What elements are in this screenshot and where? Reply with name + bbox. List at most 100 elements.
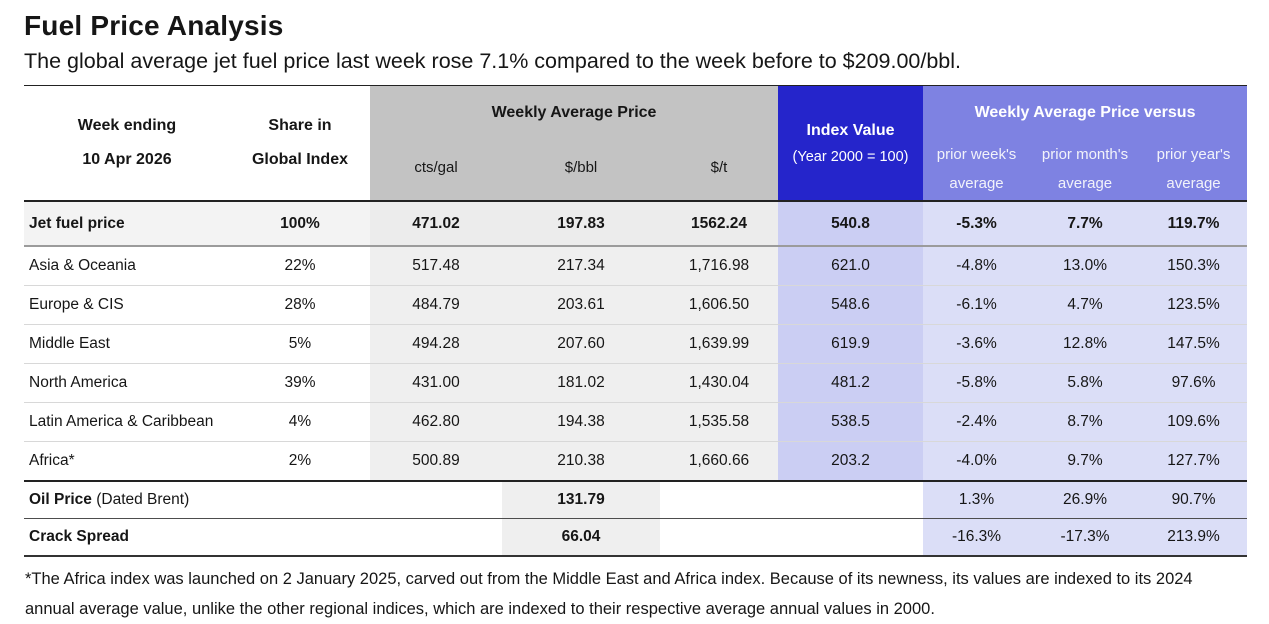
cell-index-value: 619.9 [778, 324, 924, 364]
cell-dollar-bbl: 207.60 [502, 324, 660, 364]
cell-cts-gal: 484.79 [370, 285, 502, 325]
page-subtitle: The global average jet fuel price last w… [24, 49, 962, 73]
table-row-africa: Africa* 2% 500.89 210.38 1,660.66 203.2 … [24, 441, 1248, 481]
cell-dollar-t: 1,716.98 [660, 246, 779, 286]
header-prior-week: prior week's average [923, 139, 1031, 202]
africa-index-footnote: *The Africa index was launched on 2 Janu… [25, 570, 1193, 619]
cell-vs-week: -4.0% [923, 441, 1031, 481]
header-week-ending-line2: 10 Apr 2026 [82, 151, 172, 168]
header-share-line2: Global Index [251, 151, 348, 168]
cell-vs-month: 5.8% [1030, 363, 1141, 403]
header-prior-year-line1: prior year's [1156, 145, 1231, 163]
cell-index-value: 481.2 [778, 363, 924, 403]
cell-vs-month: 9.7% [1030, 441, 1141, 481]
header-unit-dollar-t: $/t [660, 139, 779, 202]
cell-dollar-bbl: 197.83 [502, 201, 660, 247]
row-label: Latin America & Caribbean [24, 402, 230, 442]
header-prior-month-line2: average [1057, 174, 1113, 192]
cell-index-value: 548.6 [778, 285, 924, 325]
cell-vs-month: 4.7% [1030, 285, 1141, 325]
cell-vs-week: -2.4% [923, 402, 1031, 442]
cell-cts-gal: 500.89 [370, 441, 502, 481]
header-share-global-index: Share in Global Index [230, 85, 370, 202]
header-prior-month: prior month's average [1030, 139, 1141, 202]
cell-share: 5% [230, 324, 370, 364]
table-row-middle-east: Middle East 5% 494.28 207.60 1,639.99 61… [24, 324, 1248, 364]
row-label: Jet fuel price [24, 201, 230, 247]
cell-vs-week: -16.3% [923, 518, 1031, 557]
cell-vs-month: 12.8% [1030, 324, 1141, 364]
header-index-value-line1: Index Value [806, 121, 895, 139]
header-week-ending-line1: Week ending [77, 116, 177, 134]
cell-vs-month: 13.0% [1030, 246, 1141, 286]
cell-vs-month: -17.3% [1030, 518, 1141, 557]
table-row-asia-oceania: Asia & Oceania 22% 517.48 217.34 1,716.9… [24, 246, 1248, 286]
header-unit-cts-gal: cts/gal [370, 139, 502, 202]
cell-vs-week: -5.3% [923, 201, 1031, 247]
cell-dollar-bbl: 131.79 [502, 480, 660, 519]
cell-vs-week: 1.3% [923, 480, 1031, 519]
cell-vs-month: 26.9% [1030, 480, 1141, 519]
cell-cts-gal: 431.00 [370, 363, 502, 403]
page-title: Fuel Price Analysis [24, 10, 284, 41]
cell-vs-year: 150.3% [1140, 246, 1248, 286]
cell-index-value: 203.2 [778, 441, 924, 481]
cell-index-value [778, 518, 924, 557]
cell-dollar-t: 1,660.66 [660, 441, 779, 481]
row-label: Crack Spread [24, 518, 370, 557]
cell-dollar-t [660, 480, 779, 519]
row-label: Middle East [24, 324, 230, 364]
oil-price-label: Oil Price [29, 491, 92, 508]
cell-vs-year: 119.7% [1140, 201, 1248, 247]
cell-vs-week: -3.6% [923, 324, 1031, 364]
cell-dollar-bbl: 203.61 [502, 285, 660, 325]
cell-dollar-t: 1,606.50 [660, 285, 779, 325]
cell-vs-year: 97.6% [1140, 363, 1248, 403]
cell-share: 28% [230, 285, 370, 325]
cell-vs-year: 90.7% [1140, 480, 1248, 519]
cell-dollar-bbl: 66.04 [502, 518, 660, 557]
header-prior-month-line1: prior month's [1041, 145, 1129, 163]
row-label: Oil Price (Dated Brent) [24, 480, 370, 519]
table-row-europe-cis: Europe & CIS 28% 484.79 203.61 1,606.50 … [24, 285, 1248, 325]
cell-dollar-bbl: 181.02 [502, 363, 660, 403]
cell-vs-month: 7.7% [1030, 201, 1141, 247]
cell-dollar-t: 1,430.04 [660, 363, 779, 403]
cell-dollar-t: 1,639.99 [660, 324, 779, 364]
cell-share: 39% [230, 363, 370, 403]
cell-cts-gal: 471.02 [370, 201, 502, 247]
cell-dollar-bbl: 217.34 [502, 246, 660, 286]
oil-price-label-note: (Dated Brent) [91, 491, 190, 508]
cell-cts-gal: 462.80 [370, 402, 502, 442]
cell-dollar-bbl: 194.38 [502, 402, 660, 442]
header-prior-week-line2: average [949, 174, 1004, 192]
cell-index-value: 621.0 [778, 246, 924, 286]
header-share-line1: Share in [268, 116, 332, 134]
table-row-crack-spread: Crack Spread 66.04 -16.3% -17.3% 213.9% [24, 518, 1248, 557]
table-header: Week ending 10 Apr 2026 Share in Global … [24, 85, 1248, 202]
cell-dollar-t: 1562.24 [660, 201, 779, 247]
row-label: Asia & Oceania [29, 257, 136, 274]
header-prior-year: prior year's average [1140, 139, 1248, 202]
fuel-price-table: Week ending 10 Apr 2026 Share in Global … [24, 85, 1248, 557]
cell-vs-year: 109.6% [1140, 402, 1248, 442]
cell-vs-year: 147.5% [1140, 324, 1248, 364]
cell-dollar-t: 1,535.58 [660, 402, 779, 442]
cell-dollar-bbl: 210.38 [502, 441, 660, 481]
cell-vs-month: 8.7% [1030, 402, 1141, 442]
cell-share: 100% [230, 201, 370, 247]
cell-index-value: 538.5 [778, 402, 924, 442]
cell-index-value: 540.8 [778, 201, 924, 247]
cell-dollar-t [660, 518, 779, 557]
header-prior-year-line2: average [1166, 174, 1221, 192]
cell-share: 4% [230, 402, 370, 442]
cell-vs-week: -6.1% [923, 285, 1031, 325]
cell-share: 22% [284, 257, 316, 274]
header-weekly-average-price: Weekly Average Price [370, 85, 779, 140]
table-row-jet-fuel-price: Jet fuel price 100% 471.02 197.83 1562.2… [24, 201, 1248, 247]
cell-index-value [778, 480, 924, 519]
header-prior-week-line1: prior week's [936, 145, 1017, 163]
row-label: North America [24, 363, 230, 403]
header-index-value-line2: (Year 2000 = 100) [792, 148, 909, 165]
